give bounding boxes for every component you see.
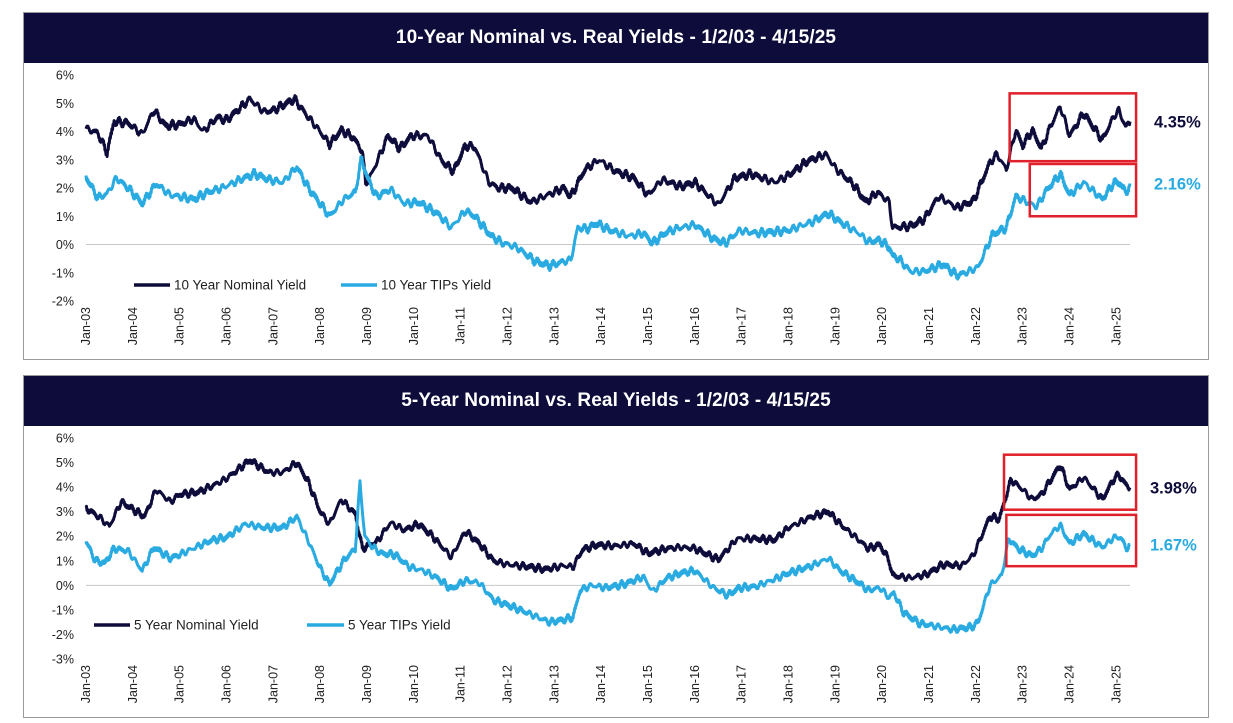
- x-tick-label: Jan-11: [454, 665, 468, 702]
- nominal-end-value: 3.98%: [1150, 480, 1197, 498]
- tips-yield-line: [84, 479, 1131, 634]
- y-tick-label: -3%: [52, 653, 74, 667]
- x-tick-label: Jan-04: [126, 665, 140, 703]
- x-tick-label: Jan-24: [1063, 307, 1077, 345]
- x-tick-label: Jan-19: [828, 307, 842, 345]
- x-tick-label: Jan-24: [1063, 665, 1077, 703]
- x-tick-label: Jan-07: [266, 307, 280, 345]
- nominal-highlight-box: [1002, 453, 1138, 511]
- x-tick-label: Jan-16: [688, 307, 702, 345]
- x-tick-label: Jan-08: [313, 665, 327, 703]
- x-tick-label: Jan-13: [547, 307, 561, 345]
- y-tick-label: 0%: [56, 238, 74, 252]
- x-tick-label: Jan-12: [501, 665, 515, 703]
- legend-label: 10 Year TIPs Yield: [381, 278, 491, 293]
- y-tick-label: 4%: [56, 125, 74, 139]
- x-tick-label: Jan-12: [501, 307, 515, 345]
- y-tick-label: 3%: [56, 153, 74, 167]
- chart-panel-10yr: 10-Year Nominal vs. Real Yields - 1/2/03…: [23, 12, 1209, 360]
- y-tick-label: 1%: [56, 554, 74, 568]
- x-tick-label: Jan-15: [641, 307, 655, 345]
- chart-title-5yr: 5-Year Nominal vs. Real Yields - 1/2/03 …: [24, 376, 1208, 426]
- y-tick-label: 3%: [56, 505, 74, 519]
- y-tick-label: 1%: [56, 210, 74, 224]
- x-tick-label: Jan-16: [688, 665, 702, 703]
- chart-5yr-svg: -3% -2% -1% 0% 1% 2% 3% 4% 5% 6% Jan-03 Jan-04 Jan-0…: [52, 432, 1197, 704]
- x-tick-label: Jan-18: [782, 665, 796, 703]
- x-tick-label: Jan-06: [220, 665, 234, 703]
- y-tick-label: 0%: [56, 579, 74, 593]
- x-tick-label: Jan-11: [454, 307, 468, 344]
- y-tick-label: -2%: [52, 628, 74, 642]
- x-tick-label: Jan-25: [1109, 307, 1123, 345]
- x-tick-label: Jan-20: [875, 307, 889, 345]
- y-tick-label: 6%: [56, 69, 74, 83]
- x-tick-label: Jan-19: [828, 665, 842, 703]
- nominal-yield-line: [84, 94, 1132, 233]
- x-tick-label: Jan-03: [79, 307, 93, 345]
- tips-highlight-box: [1005, 513, 1138, 568]
- nominal-end-value: 4.35%: [1154, 114, 1201, 132]
- x-tick-label: Jan-04: [126, 307, 140, 345]
- x-tick-label: Jan-10: [407, 665, 421, 703]
- x-tick-label: Jan-09: [360, 665, 374, 703]
- y-tick-label: 5%: [56, 456, 74, 470]
- x-tick-label: Jan-18: [782, 307, 796, 345]
- x-tick-label: Jan-14: [594, 665, 608, 703]
- x-tick-label: Jan-06: [220, 307, 234, 345]
- x-tick-label: Jan-10: [407, 307, 421, 345]
- y-tick-label: -1%: [52, 266, 74, 280]
- x-tick-label: Jan-15: [641, 665, 655, 703]
- y-tick-label: 5%: [56, 97, 74, 111]
- x-tick-label: Jan-07: [266, 665, 280, 703]
- y-tick-label: -2%: [52, 295, 74, 309]
- x-tick-label: Jan-21: [922, 307, 936, 345]
- x-tick-label: Jan-05: [173, 307, 187, 345]
- x-tick-label: Jan-14: [594, 307, 608, 345]
- tips-end-value: 1.67%: [1150, 536, 1197, 554]
- y-tick-label: 4%: [56, 481, 74, 495]
- legend-label: 10 Year Nominal Yield: [174, 278, 306, 293]
- tips-highlight-box: [1028, 162, 1138, 218]
- x-tick-label: Jan-23: [1016, 307, 1030, 345]
- y-tick-label: 6%: [56, 432, 74, 446]
- x-tick-label: Jan-23: [1016, 665, 1030, 703]
- x-tick-label: Jan-08: [313, 307, 327, 345]
- x-tick-label: Jan-17: [735, 665, 749, 703]
- x-tick-label: Jan-05: [173, 665, 187, 703]
- x-tick-label: Jan-09: [360, 307, 374, 345]
- y-tick-label: 2%: [56, 182, 74, 196]
- nominal-highlight-box: [1008, 92, 1138, 163]
- x-tick-label: Jan-17: [735, 307, 749, 345]
- chart-10yr-svg: -2% -1% 0% 1% 2% 3% 4% 5% 6% Jan-03 Jan-04 Jan-05 Ja…: [52, 69, 1201, 346]
- legend-label: 5 Year Nominal Yield: [134, 618, 259, 633]
- y-tick-label: 2%: [56, 530, 74, 544]
- x-tick-label: Jan-03: [79, 665, 93, 703]
- nominal-yield-line: [84, 458, 1132, 582]
- x-tick-label: Jan-21: [922, 665, 936, 703]
- tips-yield-line: [84, 155, 1132, 281]
- legend-label: 5 Year TIPs Yield: [348, 618, 451, 633]
- x-tick-label: Jan-25: [1109, 665, 1123, 703]
- y-tick-label: -1%: [52, 603, 74, 617]
- x-tick-label: Jan-13: [547, 665, 561, 703]
- chart-panel-5yr: 5-Year Nominal vs. Real Yields - 1/2/03 …: [23, 375, 1209, 718]
- chart-title-10yr: 10-Year Nominal vs. Real Yields - 1/2/03…: [24, 13, 1208, 63]
- tips-end-value: 2.16%: [1154, 175, 1201, 193]
- x-tick-label: Jan-22: [969, 665, 983, 703]
- x-tick-label: Jan-20: [875, 665, 889, 703]
- x-tick-label: Jan-22: [969, 307, 983, 345]
